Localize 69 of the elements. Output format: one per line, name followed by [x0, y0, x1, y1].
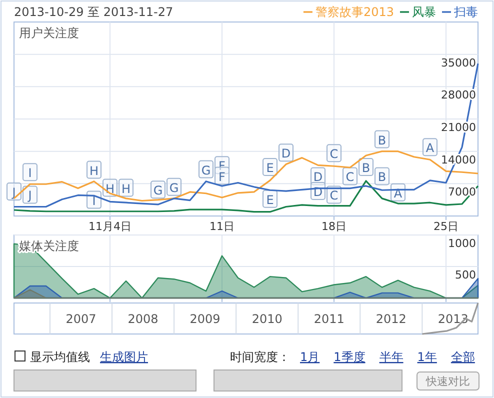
flag: F: [214, 166, 230, 185]
x-tick-label: 2007: [66, 312, 96, 326]
text: 生成图片: [100, 350, 148, 364]
flag: J: [22, 186, 38, 204]
text: 1年: [417, 350, 437, 364]
flag: G: [198, 160, 214, 178]
text: 全部: [450, 350, 475, 364]
y-tick-label: 500: [455, 268, 476, 282]
flag: B: [358, 158, 374, 176]
annotation: D: [313, 170, 323, 184]
text: 半年: [379, 350, 404, 364]
flag: E: [262, 158, 278, 176]
annotation: G: [201, 163, 211, 178]
legend-label: 风暴: [412, 5, 436, 19]
annotation: D: [281, 146, 291, 161]
annotation: G: [169, 180, 179, 195]
flag: D: [278, 144, 294, 162]
flag: C: [326, 186, 342, 204]
flag: C: [326, 144, 342, 162]
legend-label: 警察故事2013: [315, 5, 394, 19]
x-tick-label: 2008: [128, 312, 158, 326]
flag: E: [262, 190, 278, 208]
flag: H: [86, 160, 102, 179]
x-tick-label: 2012: [376, 312, 406, 326]
flag: H: [118, 178, 134, 197]
text: 时间宽度：: [230, 350, 290, 364]
text: 1季度: [334, 350, 366, 364]
legend-label: 扫毒: [453, 5, 478, 19]
flag: C: [342, 167, 358, 186]
flag: J: [6, 182, 22, 200]
x-tick-label: 11月4日: [88, 220, 132, 233]
annotation: C: [330, 188, 338, 203]
flag: D: [310, 167, 326, 186]
x-tick-label: 2009: [190, 312, 220, 326]
flag: I: [86, 190, 102, 209]
annotation: E: [266, 161, 274, 175]
annotation: I: [28, 166, 32, 180]
flag: G: [166, 178, 182, 196]
annotation: B: [378, 133, 386, 148]
annotation: I: [92, 194, 96, 208]
text: 显示均值线: [30, 350, 90, 364]
annotation: B: [378, 170, 386, 184]
y-tick-label: 35000: [441, 56, 476, 70]
x-tick-label: 2011: [314, 312, 344, 326]
y-tick-label: 1000: [448, 237, 476, 250]
flag: I: [22, 163, 38, 182]
annotation: E: [266, 192, 274, 207]
button: 快速对比: [416, 372, 480, 390]
flag: B: [374, 130, 390, 148]
x-tick-label: 2010: [252, 312, 282, 326]
x-tick-label: 25日: [434, 220, 458, 233]
flag: A: [422, 138, 438, 156]
annotation: H: [89, 164, 99, 178]
x-tick-label: 2013: [438, 312, 468, 326]
annotation: C: [346, 170, 354, 184]
text: 1月: [300, 350, 320, 364]
chart-title: 2013-10-29 至 2013-11-27: [14, 5, 174, 19]
x-tick-label: 11日: [210, 220, 234, 233]
annotation: J: [11, 185, 16, 200]
flag: B: [374, 167, 390, 186]
annotation: B: [362, 161, 370, 175]
annotation: J: [27, 188, 32, 203]
annotation: A: [426, 141, 435, 156]
annotation: C: [330, 147, 338, 162]
x-tick-label: 18日: [322, 220, 346, 233]
annotation: H: [121, 182, 131, 196]
flag: G: [150, 180, 166, 199]
y-axis-title: 用户关注度: [19, 26, 79, 40]
annotation: G: [153, 184, 163, 198]
